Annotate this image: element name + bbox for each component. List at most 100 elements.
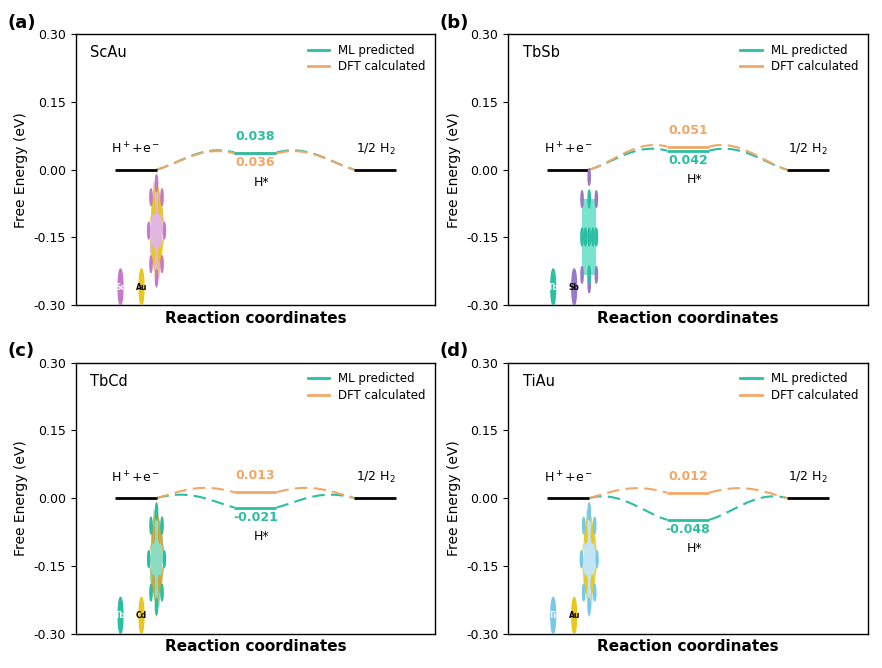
Circle shape <box>550 269 556 305</box>
Text: H$^+$+e$^-$: H$^+$+e$^-$ <box>543 142 593 157</box>
Circle shape <box>155 504 158 520</box>
Circle shape <box>580 551 582 567</box>
Text: 0.042: 0.042 <box>669 154 708 167</box>
Text: Au: Au <box>569 611 579 620</box>
Text: 1/2 H$_2$: 1/2 H$_2$ <box>355 142 395 157</box>
Text: -0.048: -0.048 <box>666 523 711 536</box>
Circle shape <box>581 191 583 207</box>
Text: 0.012: 0.012 <box>669 470 708 483</box>
Text: -0.021: -0.021 <box>233 510 278 524</box>
Circle shape <box>585 575 587 592</box>
Circle shape <box>595 228 597 246</box>
Text: 0.036: 0.036 <box>235 156 275 170</box>
Text: 1/2 H$_2$: 1/2 H$_2$ <box>355 470 395 486</box>
Circle shape <box>591 526 594 543</box>
Circle shape <box>150 584 152 601</box>
Circle shape <box>161 517 163 534</box>
Text: H$^+$+e$^-$: H$^+$+e$^-$ <box>111 470 160 486</box>
Text: 1/2 H$_2$: 1/2 H$_2$ <box>789 470 828 486</box>
Circle shape <box>163 222 166 239</box>
Circle shape <box>596 551 598 567</box>
Circle shape <box>152 575 154 592</box>
Polygon shape <box>582 199 596 275</box>
Polygon shape <box>150 510 163 609</box>
Text: ScAu: ScAu <box>90 45 127 60</box>
Circle shape <box>161 256 163 273</box>
Text: 1/2 H$_2$: 1/2 H$_2$ <box>789 142 828 157</box>
Circle shape <box>155 270 158 287</box>
Legend: ML predicted, DFT calculated: ML predicted, DFT calculated <box>736 39 863 78</box>
Text: Tb: Tb <box>115 611 126 620</box>
Circle shape <box>163 551 166 567</box>
Legend: ML predicted, DFT calculated: ML predicted, DFT calculated <box>303 39 430 78</box>
Polygon shape <box>583 510 595 609</box>
Circle shape <box>572 269 577 305</box>
Text: (c): (c) <box>8 342 35 360</box>
Circle shape <box>155 175 158 192</box>
Circle shape <box>588 599 590 615</box>
Circle shape <box>572 597 577 633</box>
Circle shape <box>152 246 154 264</box>
Circle shape <box>588 190 590 208</box>
Y-axis label: Free Energy (eV): Free Energy (eV) <box>14 112 28 228</box>
Circle shape <box>150 256 152 273</box>
Circle shape <box>588 276 590 293</box>
Text: Au: Au <box>136 283 147 291</box>
Text: 0.013: 0.013 <box>235 470 275 482</box>
Text: (a): (a) <box>7 13 36 31</box>
Text: Tb: Tb <box>548 283 558 291</box>
Circle shape <box>147 551 150 567</box>
Text: H*: H* <box>254 176 269 189</box>
Circle shape <box>152 526 154 543</box>
Text: H$^+$+e$^-$: H$^+$+e$^-$ <box>111 142 160 157</box>
Circle shape <box>118 269 123 305</box>
Text: TbCd: TbCd <box>90 373 128 389</box>
Circle shape <box>583 517 585 534</box>
Circle shape <box>585 526 587 543</box>
Y-axis label: Free Energy (eV): Free Energy (eV) <box>14 440 28 556</box>
Circle shape <box>152 198 154 214</box>
Legend: ML predicted, DFT calculated: ML predicted, DFT calculated <box>736 367 863 406</box>
Circle shape <box>159 246 161 264</box>
Circle shape <box>118 597 123 633</box>
Circle shape <box>584 228 587 246</box>
Legend: ML predicted, DFT calculated: ML predicted, DFT calculated <box>303 367 430 406</box>
Circle shape <box>594 584 596 601</box>
Circle shape <box>139 269 144 305</box>
X-axis label: Reaction coordinates: Reaction coordinates <box>597 639 779 654</box>
Circle shape <box>595 267 597 283</box>
Text: 0.051: 0.051 <box>669 124 708 137</box>
Circle shape <box>150 189 152 205</box>
X-axis label: Reaction coordinates: Reaction coordinates <box>165 639 347 654</box>
Circle shape <box>588 504 590 520</box>
Y-axis label: Free Energy (eV): Free Energy (eV) <box>446 112 460 228</box>
Text: Ti: Ti <box>549 611 557 620</box>
Text: (b): (b) <box>439 13 469 31</box>
Circle shape <box>588 266 590 284</box>
Circle shape <box>161 584 163 601</box>
Circle shape <box>159 575 161 592</box>
Text: Sb: Sb <box>569 283 579 291</box>
Circle shape <box>588 228 590 246</box>
Circle shape <box>583 584 585 601</box>
Circle shape <box>592 228 594 246</box>
Circle shape <box>581 267 583 283</box>
Circle shape <box>588 169 590 185</box>
Text: TiAu: TiAu <box>523 373 555 389</box>
Y-axis label: Free Energy (eV): Free Energy (eV) <box>446 440 460 556</box>
Text: (d): (d) <box>439 342 469 360</box>
Text: H$^+$+e$^-$: H$^+$+e$^-$ <box>543 470 593 486</box>
Circle shape <box>550 597 556 633</box>
Circle shape <box>594 517 596 534</box>
Circle shape <box>155 599 158 615</box>
Circle shape <box>161 189 163 205</box>
Circle shape <box>591 575 594 592</box>
Text: H*: H* <box>254 530 269 543</box>
Circle shape <box>139 597 144 633</box>
Circle shape <box>595 191 597 207</box>
Text: TbSb: TbSb <box>523 45 559 60</box>
Text: 0.038: 0.038 <box>235 130 275 142</box>
Circle shape <box>159 198 161 214</box>
Circle shape <box>150 517 152 534</box>
Text: Cd: Cd <box>136 611 147 620</box>
